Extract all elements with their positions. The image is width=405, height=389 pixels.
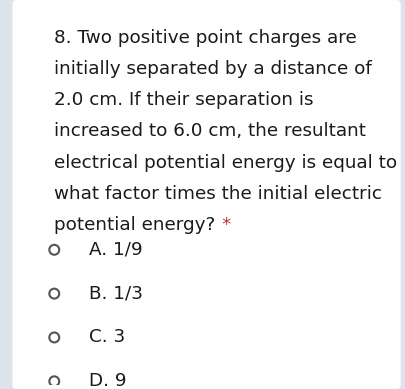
Text: A. 1/9: A. 1/9: [89, 241, 142, 259]
Text: increased to 6.0 cm, the resultant: increased to 6.0 cm, the resultant: [54, 123, 366, 140]
Text: potential energy?: potential energy?: [54, 216, 222, 234]
FancyBboxPatch shape: [13, 0, 401, 389]
Text: D. 9: D. 9: [89, 372, 126, 389]
Text: what factor times the initial electric: what factor times the initial electric: [54, 185, 382, 203]
Text: 8. Two positive point charges are: 8. Two positive point charges are: [54, 29, 357, 47]
Text: electrical potential energy is equal to: electrical potential energy is equal to: [54, 154, 397, 172]
Text: C. 3: C. 3: [89, 328, 125, 347]
Text: initially separated by a distance of: initially separated by a distance of: [54, 60, 372, 78]
Text: *: *: [222, 216, 230, 234]
Text: 2.0 cm. If their separation is: 2.0 cm. If their separation is: [54, 91, 314, 109]
Text: B. 1/3: B. 1/3: [89, 285, 143, 303]
